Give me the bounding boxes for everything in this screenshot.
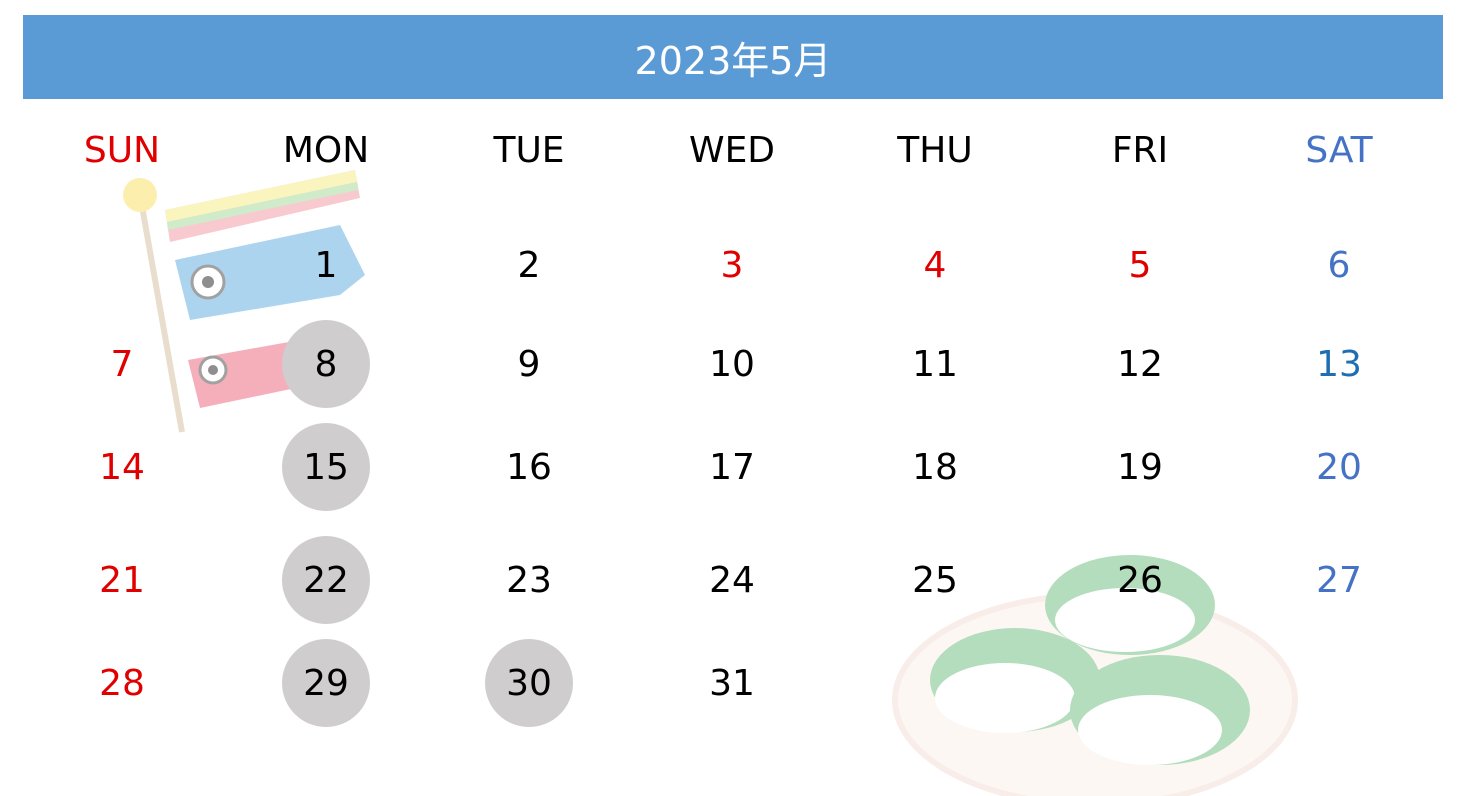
day-cell: 24 [709,559,755,601]
day-cell: 31 [709,662,755,704]
day-cell: 8 [282,320,370,408]
day-cell: 20 [1316,446,1362,488]
day-cell: 9 [517,343,541,385]
day-cell: 21 [99,559,145,601]
day-cell: 11 [912,343,958,385]
day-cell: 6 [1327,244,1351,286]
day-cell: 16 [506,446,552,488]
day-cell: 29 [282,639,370,727]
koinobori-illustration [123,170,365,433]
day-cell: 10 [709,343,755,385]
weekday-fri: FRI [1111,130,1169,171]
weekday-sat: SAT [1305,130,1373,171]
day-cell: 1 [314,244,338,286]
day-cell: 14 [99,446,145,488]
day-cell: 19 [1117,446,1163,488]
day-cell: 28 [99,662,145,704]
day-cell: 5 [1128,244,1152,286]
day-cell: 2 [517,244,541,286]
month-title: 2023年5月 [23,15,1443,99]
day-cell: 30 [485,639,573,727]
day-cell: 23 [506,559,552,601]
day-cell: 27 [1316,559,1362,601]
weekday-thu: THU [897,130,973,171]
day-cell: 17 [709,446,755,488]
weekday-wed: WED [688,130,776,171]
day-cell: 3 [720,244,744,286]
day-cell: 26 [1117,559,1163,601]
day-cell: 7 [110,343,134,385]
day-cell: 12 [1117,343,1163,385]
day-cell: 18 [912,446,958,488]
weekday-sun: SUN [83,130,161,171]
day-cell: 15 [282,423,370,511]
day-cell: 4 [923,244,947,286]
day-cell: 22 [282,536,370,624]
weekday-tue: TUE [493,130,565,171]
day-cell: 13 [1316,343,1362,385]
kashiwa-mochi-illustration [892,555,1298,796]
weekday-mon: MON [282,130,370,171]
day-cell: 25 [912,559,958,601]
